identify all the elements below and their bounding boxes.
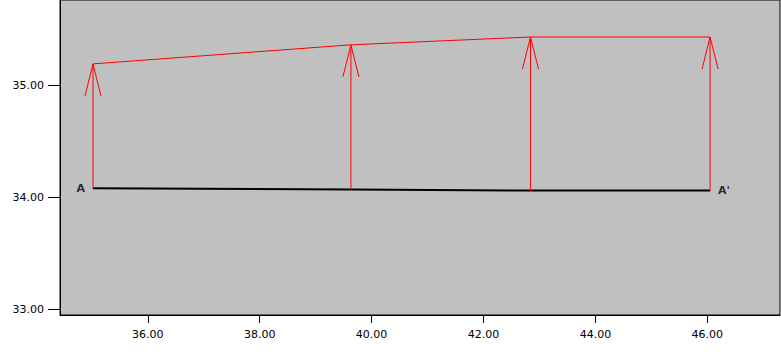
svg-text:36.00: 36.00 xyxy=(132,328,164,341)
svg-text:42.00: 42.00 xyxy=(468,328,500,341)
svg-text:38.00: 38.00 xyxy=(244,328,276,341)
svg-text:A: A xyxy=(76,182,85,195)
svg-text:33.00: 33.00 xyxy=(13,303,45,316)
svg-text:40.00: 40.00 xyxy=(356,328,388,341)
svg-text:34.00: 34.00 xyxy=(13,191,45,204)
svg-text:44.00: 44.00 xyxy=(580,328,612,341)
svg-text:A': A' xyxy=(718,184,730,197)
svg-text:35.00: 35.00 xyxy=(13,79,45,92)
svg-text:46.00: 46.00 xyxy=(692,328,724,341)
